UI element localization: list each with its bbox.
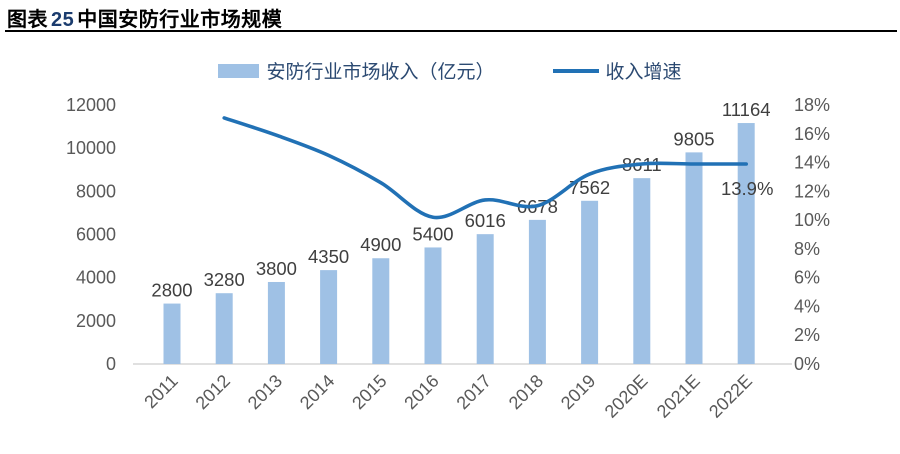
growth-annotation: 13.9% [721, 178, 773, 199]
left-axis-tick: 12000 [66, 95, 116, 115]
bar-2015 [372, 258, 390, 364]
right-axis-tick: 18% [794, 95, 830, 115]
x-axis-label-2011: 2011 [140, 371, 182, 413]
bar-2018 [528, 219, 546, 364]
chart-legend: 安防行业市场收入（亿元） 收入增速 [0, 57, 900, 84]
right-axis-tick: 10% [794, 210, 830, 230]
legend-label-bars: 安防行业市场收入（亿元） [266, 62, 495, 83]
bar-series-swatch [218, 63, 260, 78]
figure-number: 25 [51, 9, 75, 31]
right-axis-tick: 6% [794, 268, 820, 288]
bar-2019 [581, 200, 599, 364]
title-underline [5, 30, 897, 32]
bar-2014 [320, 270, 338, 364]
bar-2011 [163, 303, 181, 364]
x-axis-label-2022E: 2022E [705, 371, 756, 422]
x-axis-label-2017: 2017 [453, 371, 495, 413]
legend-label-line: 收入增速 [605, 62, 682, 83]
x-axis-label-2013: 2013 [244, 371, 286, 413]
x-axis-label-2019: 2019 [557, 371, 599, 413]
right-axis-tick: 2% [794, 325, 820, 345]
x-axis-label-2021E: 2021E [653, 371, 704, 422]
bar-label-2022E: 11164 [722, 99, 771, 120]
right-axis-tick: 0% [794, 354, 820, 374]
line-series-swatch [552, 68, 599, 73]
bar-2016 [424, 247, 442, 364]
x-axis-label-2015: 2015 [348, 371, 390, 413]
bar-label-2014: 4350 [308, 246, 349, 267]
bar-2017 [476, 234, 494, 364]
bar-label-2016: 5400 [412, 223, 453, 244]
bar-label-2019: 7562 [569, 177, 610, 198]
bar-label-2013: 3800 [256, 258, 297, 279]
figure-title-text: 中国安防行业市场规模 [77, 9, 283, 31]
x-axis-label-2016: 2016 [400, 371, 442, 413]
growth-line [222, 116, 748, 220]
left-axis-tick: 4000 [76, 268, 116, 288]
x-axis-label-2018: 2018 [505, 371, 547, 413]
bar-2022E [737, 123, 755, 364]
bar-2012 [215, 293, 233, 364]
bar-label-2012: 3280 [204, 269, 245, 290]
x-axis-label-2014: 2014 [296, 371, 338, 413]
bar-label-2015: 4900 [360, 234, 401, 255]
right-axis-tick: 14% [794, 153, 830, 173]
figure-title-prefix: 图表 [7, 9, 48, 31]
left-axis-tick: 2000 [76, 311, 116, 331]
left-axis-tick: 6000 [76, 225, 116, 245]
right-axis-tick: 16% [794, 124, 830, 144]
legend-item-line: 收入增速 [552, 57, 682, 84]
x-axis-label-2020E: 2020E [601, 371, 652, 422]
right-axis-tick: 4% [794, 296, 820, 316]
x-axis-label-2012: 2012 [192, 371, 234, 413]
bar-2020E [633, 178, 651, 364]
bar-2013 [267, 281, 285, 364]
right-axis-tick: 8% [794, 239, 820, 259]
left-axis-tick: 0 [106, 354, 116, 374]
left-axis-tick: 8000 [76, 181, 116, 201]
legend-item-bars: 安防行业市场收入（亿元） [218, 57, 495, 84]
bar-2021E [685, 152, 703, 364]
bar-label-2021E: 9805 [673, 128, 714, 149]
right-axis-tick: 12% [794, 181, 830, 201]
bar-label-2011: 2800 [151, 280, 192, 301]
left-axis-tick: 10000 [66, 138, 116, 158]
bar-label-2017: 6016 [465, 210, 506, 231]
figure-title: 图表 25 中国安防行业市场规模 [7, 3, 282, 32]
